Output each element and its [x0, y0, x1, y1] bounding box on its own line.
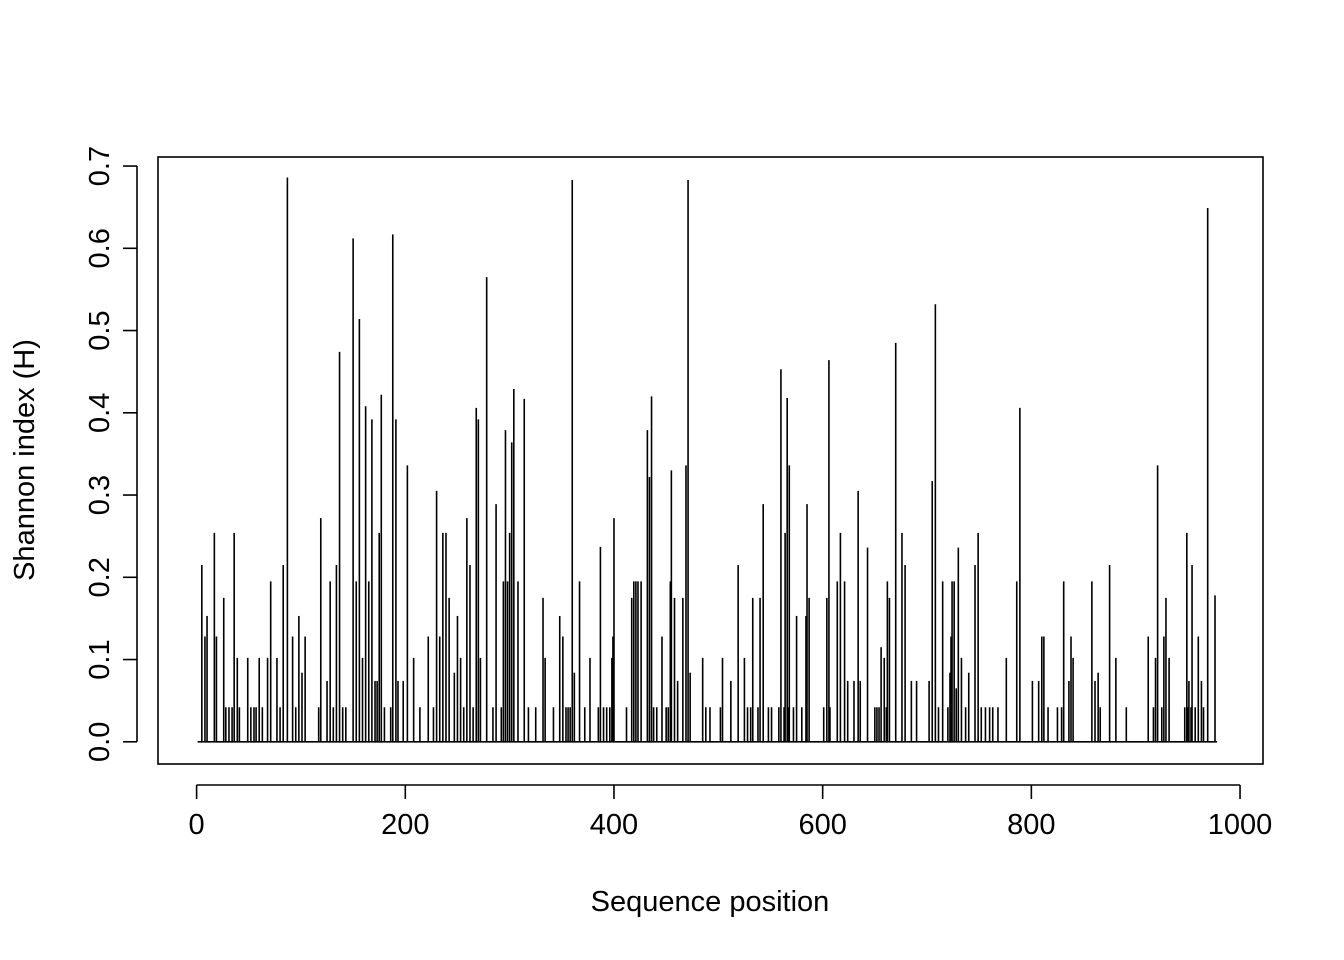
spike-series — [201, 177, 1216, 742]
x-tick-label: 0 — [189, 809, 205, 841]
x-tick-label: 200 — [381, 809, 429, 841]
x-tick-label: 800 — [1007, 809, 1055, 841]
y-axis: 0.0 0.1 0.2 0.3 0.4 0.5 0.6 0.7 — [84, 146, 138, 762]
y-tick-label: 0.0 — [84, 722, 116, 762]
x-tick-label: 400 — [590, 809, 638, 841]
x-axis: 0 200 400 600 800 1000 — [189, 784, 1273, 841]
y-tick-label: 0.6 — [84, 228, 116, 268]
y-tick-label: 0.3 — [84, 475, 116, 515]
x-tick-label: 600 — [798, 809, 846, 841]
y-tick-label: 0.1 — [84, 639, 116, 679]
y-tick-label: 0.4 — [84, 393, 116, 433]
x-tick-label: 1000 — [1208, 809, 1273, 841]
y-tick-label: 0.2 — [84, 557, 116, 597]
x-axis-label: Sequence position — [591, 886, 830, 918]
y-tick-label: 0.7 — [84, 146, 116, 186]
plot-frame — [157, 156, 1264, 765]
y-tick-label: 0.5 — [84, 310, 116, 350]
y-axis-label: Shannon index (H) — [9, 339, 41, 581]
